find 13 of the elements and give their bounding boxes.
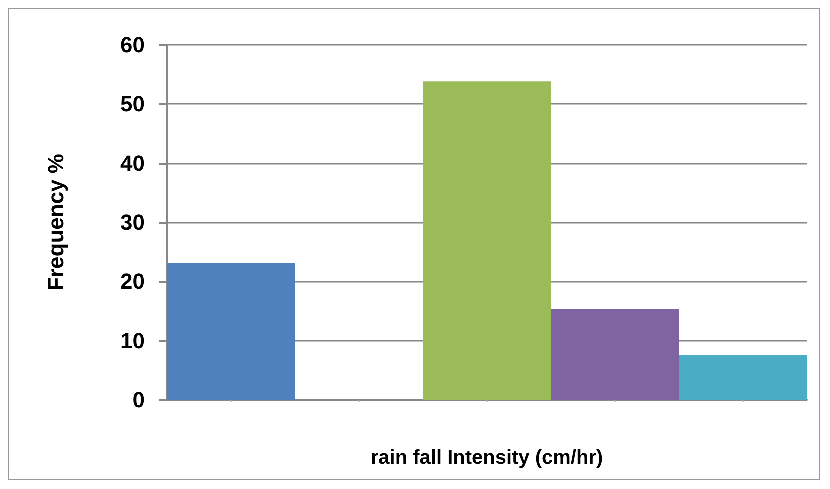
- y-tick-label: 10: [120, 328, 145, 354]
- bar: [167, 263, 295, 400]
- y-tick-label: 40: [120, 150, 145, 176]
- y-axis-title: Frequency %: [44, 154, 68, 291]
- bar: [551, 309, 679, 400]
- y-tick-label: 50: [120, 92, 145, 117]
- y-tick-label: 20: [120, 269, 145, 294]
- y-tick-label: 30: [120, 210, 145, 235]
- y-tick-label: 60: [120, 32, 145, 58]
- bar: [423, 82, 551, 400]
- bar: [679, 355, 807, 400]
- x-axis-title: rain fall Intensity (cm/hr): [370, 447, 604, 469]
- y-tick-label: 0: [132, 388, 145, 412]
